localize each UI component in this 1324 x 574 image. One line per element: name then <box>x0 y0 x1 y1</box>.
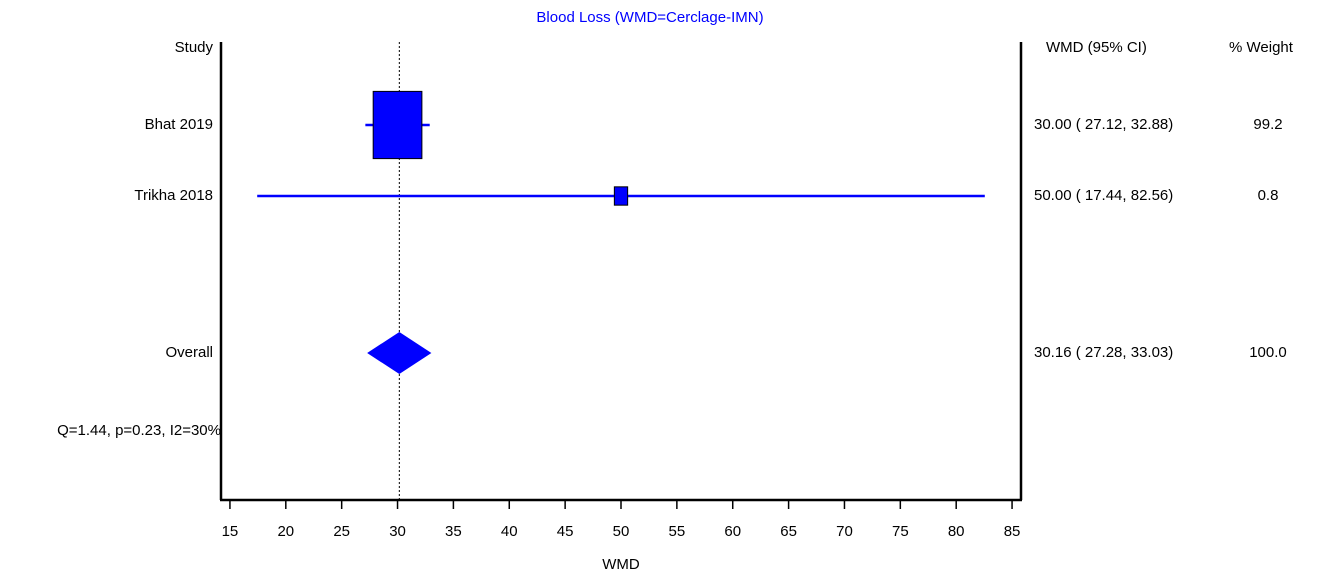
x-tick-label: 60 <box>724 523 741 540</box>
ci-label: 50.00 ( 17.44, 82.56) <box>1034 187 1173 204</box>
weight-label: 99.2 <box>1253 116 1282 133</box>
x-tick-label: 35 <box>445 523 462 540</box>
study-box <box>372 90 423 160</box>
x-tick-label: 65 <box>780 523 797 540</box>
weight-label: 100.0 <box>1249 344 1287 361</box>
x-tick-label: 85 <box>1004 523 1021 540</box>
x-tick-label: 25 <box>333 523 350 540</box>
weight-label: 0.8 <box>1258 187 1279 204</box>
ci-label: 30.16 ( 27.28, 33.03) <box>1034 344 1173 361</box>
ci-label: 30.00 ( 27.12, 32.88) <box>1034 116 1173 133</box>
overall-diamond <box>367 332 432 374</box>
x-axis-label: WMD <box>602 556 640 573</box>
study-label: Trikha 2018 <box>134 187 213 204</box>
x-tick-label: 55 <box>669 523 686 540</box>
column-header: WMD (95% CI) <box>1046 39 1147 56</box>
x-tick-label: 70 <box>836 523 853 540</box>
x-tick-label: 20 <box>277 523 294 540</box>
overall-label: Overall <box>165 344 213 361</box>
column-header: % Weight <box>1229 39 1294 56</box>
study-box <box>613 186 629 206</box>
x-tick-label: 40 <box>501 523 518 540</box>
chart-title: Blood Loss (WMD=Cerclage-IMN) <box>536 9 763 26</box>
study-label: Bhat 2019 <box>145 116 213 133</box>
x-tick-label: 80 <box>948 523 965 540</box>
heterogeneity: Q=1.44, p=0.23, I2=30% <box>57 422 221 439</box>
x-tick-label: 45 <box>557 523 574 540</box>
x-tick-label: 50 <box>613 523 630 540</box>
x-tick-label: 75 <box>892 523 909 540</box>
column-header: Study <box>175 39 214 56</box>
x-tick-label: 30 <box>389 523 406 540</box>
x-tick-label: 15 <box>222 523 239 540</box>
